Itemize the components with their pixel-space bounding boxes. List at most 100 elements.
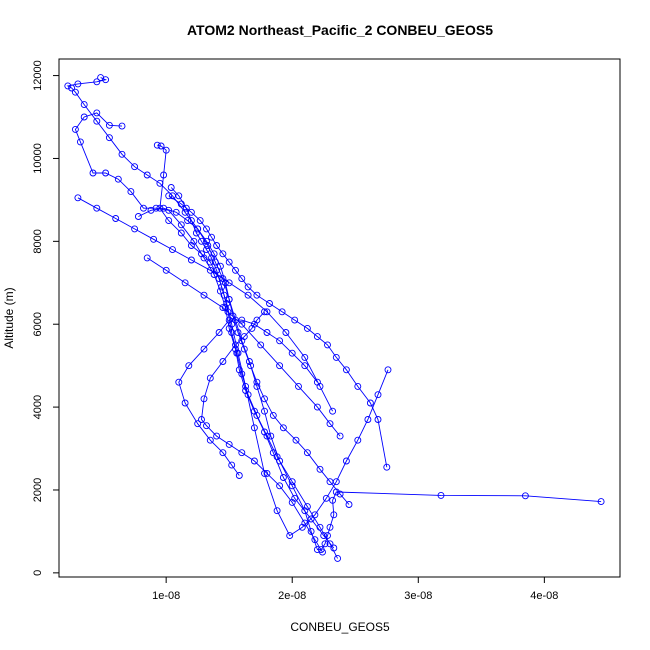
- data-point: [131, 163, 139, 171]
- series-line: [201, 311, 323, 553]
- data-point: [114, 175, 122, 183]
- data-point: [225, 440, 233, 448]
- data-point: [238, 449, 246, 457]
- data-point: [342, 366, 350, 374]
- data-point: [303, 503, 311, 511]
- data-point: [316, 382, 324, 390]
- data-point: [263, 308, 271, 316]
- series-line: [74, 112, 335, 549]
- y-tick-label: 2000: [32, 478, 44, 502]
- data-point: [80, 101, 88, 109]
- data-point: [131, 225, 139, 233]
- data-point: [307, 527, 315, 535]
- data-point: [203, 237, 210, 245]
- data-point: [316, 465, 324, 473]
- data-point: [192, 229, 200, 237]
- data-point: [219, 304, 227, 312]
- data-point: [354, 382, 362, 390]
- x-axis: 1e-08 2e-08 3e-08 4e-08: [152, 577, 558, 602]
- data-point: [336, 490, 344, 498]
- data-point: [74, 80, 82, 88]
- data-point: [200, 395, 208, 403]
- data-point: [89, 169, 97, 177]
- series-line: [157, 144, 338, 559]
- data-point: [235, 472, 243, 479]
- data-point: [203, 225, 210, 233]
- data-point: [182, 204, 190, 212]
- data-point: [247, 362, 255, 370]
- data-point: [250, 457, 258, 465]
- data-point: [147, 206, 155, 214]
- data-point: [93, 78, 101, 86]
- series-8: [175, 316, 321, 479]
- data-point: [68, 84, 76, 92]
- data-point: [229, 312, 237, 320]
- data-point: [228, 461, 236, 469]
- data-point: [215, 329, 223, 336]
- data-point: [216, 262, 224, 270]
- data-point: [64, 82, 72, 90]
- data-point: [112, 215, 120, 222]
- data-point: [240, 345, 248, 353]
- series-9: [143, 254, 344, 440]
- data-point: [354, 436, 362, 444]
- series-line: [138, 207, 350, 505]
- data-point: [150, 235, 158, 243]
- series-10: [74, 194, 337, 415]
- data-point: [288, 349, 296, 357]
- y-tick-label: 0: [32, 570, 44, 576]
- data-point: [153, 141, 161, 149]
- y-axis-label: Altitude (m): [2, 287, 16, 348]
- data-point: [279, 474, 287, 481]
- y-tick-label: 10000: [32, 143, 44, 174]
- data-point: [311, 511, 319, 519]
- data-point: [269, 411, 277, 419]
- data-point: [210, 250, 218, 258]
- data-point: [187, 256, 195, 264]
- data-point: [198, 250, 205, 258]
- data-point: [301, 519, 309, 527]
- data-point: [198, 237, 205, 245]
- data-point: [342, 457, 350, 465]
- data-point: [225, 258, 233, 266]
- data-point: [194, 420, 202, 428]
- data-point: [303, 449, 311, 457]
- data-point: [242, 382, 250, 390]
- data-point: [345, 501, 353, 508]
- data-point: [374, 416, 382, 423]
- data-point: [330, 511, 338, 519]
- y-tick-label: 12000: [32, 60, 44, 91]
- data-point: [213, 242, 221, 249]
- y-axis: 0 2000 4000 6000 8000 10000 12000: [32, 60, 59, 576]
- data-point: [194, 225, 202, 233]
- series-line: [168, 195, 388, 468]
- data-point: [203, 422, 210, 430]
- data-point: [366, 399, 374, 407]
- data-point: [253, 382, 261, 390]
- data-point: [169, 246, 176, 254]
- data-point: [219, 449, 227, 457]
- data-point: [336, 432, 344, 440]
- data-point: [326, 523, 334, 531]
- data-point: [324, 532, 331, 540]
- y-tick-label: 6000: [32, 312, 44, 336]
- data-point: [71, 125, 79, 133]
- data-point: [203, 246, 210, 254]
- data-point: [157, 142, 165, 150]
- data-point: [326, 420, 334, 428]
- data-point: [282, 329, 290, 336]
- data-point: [160, 171, 168, 179]
- data-point: [234, 329, 242, 336]
- data-point: [238, 316, 246, 324]
- data-point: [118, 122, 126, 130]
- data-point: [143, 254, 151, 262]
- chart-title: ATOM2 Northeast_Pacific_2 CONBEU_GEOS5: [187, 22, 493, 38]
- data-point: [232, 266, 239, 274]
- data-point: [134, 213, 142, 220]
- data-point: [177, 200, 185, 208]
- data-point: [329, 496, 337, 504]
- x-tick-label: 2e-08: [278, 590, 306, 602]
- y-tick-label: 4000: [32, 395, 44, 419]
- data-point: [225, 279, 233, 287]
- x-tick-label: 4e-08: [530, 590, 558, 602]
